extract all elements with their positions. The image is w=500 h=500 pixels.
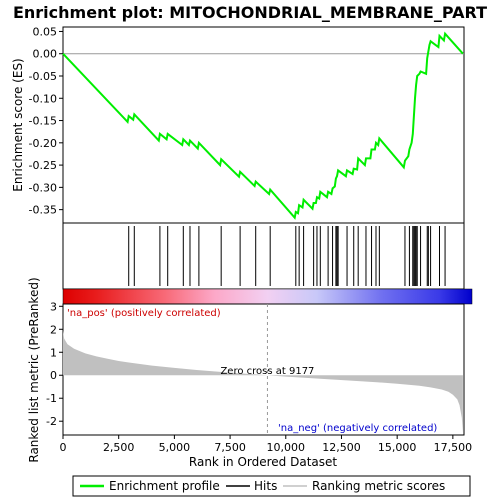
x-tick-label: 17,500 [434,441,473,454]
es-y-tick-label: -0.10 [29,92,57,105]
negative-correlation-label: 'na_neg' (negatively correlated) [278,423,437,434]
legend-box [72,475,471,497]
rank-color-bar [62,288,473,305]
es-y-tick-label: -0.15 [29,115,57,128]
x-tick-label: 10,000 [267,441,306,454]
legend-label-enrichment: Enrichment profile [109,479,220,493]
enrichment-profile-line [62,31,464,220]
hit-markers [128,226,446,286]
metric-y-ticks: 3 2 1 0 -1 -2 [46,300,63,428]
es-y-tick-label: -0.25 [29,159,57,172]
es-panel-frame [62,26,465,224]
x-tick-label: 7,500 [214,441,246,454]
metric-y-tick-label: -2 [46,415,57,428]
x-tick-label: 12,500 [322,441,361,454]
x-tick-label: 15,000 [378,441,417,454]
es-y-tick-label: -0.20 [29,137,57,150]
x-axis-ticks: 0 2,500 5,000 7,500 10,000 12,500 15,000 17,500 [60,435,473,454]
es-y-tick-label: 0.05 [33,25,58,38]
es-y-tick-label: -0.30 [29,181,57,194]
hits-panel-frame [62,222,465,290]
chart-title: Enrichment plot: MITOCHONDRIAL_MEMBRANE_… [13,3,487,22]
x-tick-label: 5,000 [159,441,191,454]
x-tick-label: 0 [60,441,67,454]
metric-y-axis-label: Ranked list metric (PreRanked) [27,277,41,462]
zero-cross-label: Zero cross at 9177 [220,366,314,377]
metric-y-tick-label: 3 [50,300,57,313]
es-y-tick-label: 0.00 [33,48,58,61]
legend-label-hits: Hits [254,479,277,493]
metric-y-tick-label: 0 [50,369,57,382]
x-tick-label: 2,500 [103,441,135,454]
es-y-axis-label: Enrichment score (ES) [11,58,25,191]
legend: Enrichment profile Hits Ranking metric s… [72,475,471,497]
legend-label-metric: Ranking metric scores [312,479,445,493]
es-y-tick-label: -0.05 [29,70,57,83]
metric-y-tick-label: 1 [50,346,57,359]
metric-y-tick-label: -1 [46,392,57,405]
ranking-metric-area [63,330,463,433]
es-y-ticks: 0.05 0.00 -0.05 -0.10 -0.15 -0.20 -0.25 -0.30 -0… [29,25,63,217]
metric-y-tick-label: 2 [50,323,57,336]
es-y-tick-label: -0.35 [29,204,57,217]
x-axis-label: Rank in Ordered Dataset [189,455,337,469]
positive-correlation-label: 'na_pos' (positively correlated) [67,308,221,319]
